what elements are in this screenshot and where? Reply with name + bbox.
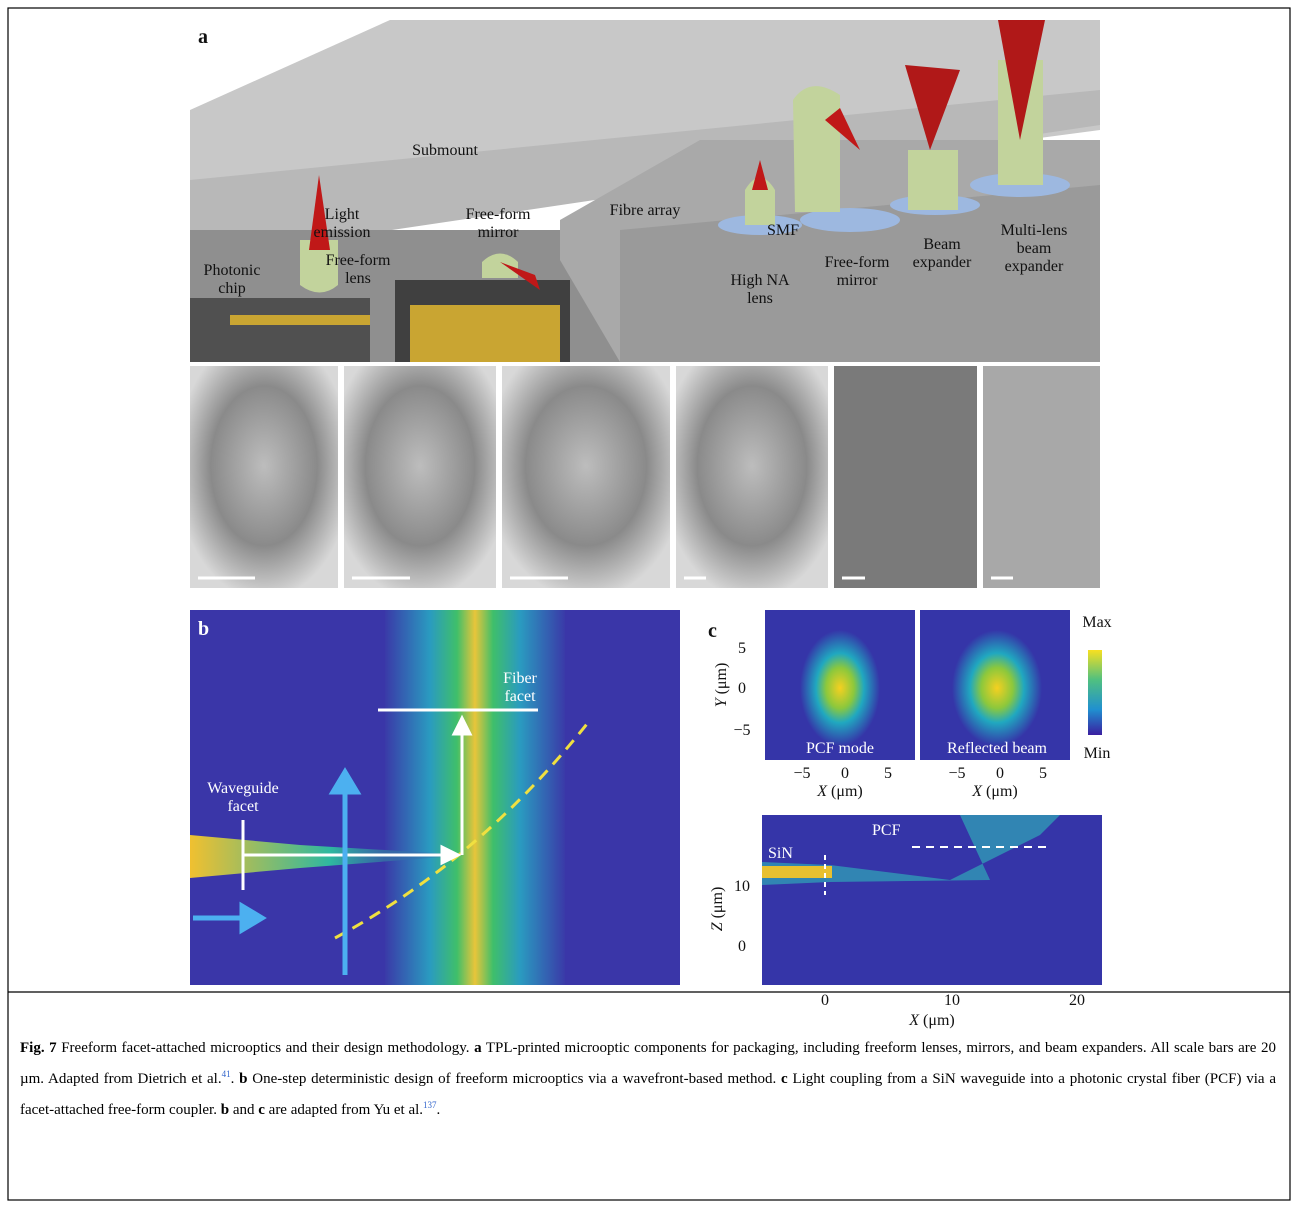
x-tick-label: −5 bbox=[793, 765, 810, 783]
caption-text: c bbox=[781, 1071, 788, 1087]
annotation: Waveguide bbox=[207, 780, 279, 798]
caption-text: . bbox=[231, 1071, 240, 1087]
callout: Fibre array bbox=[610, 202, 681, 220]
axis-variable: X bbox=[972, 783, 982, 800]
annotation: PCF bbox=[872, 822, 900, 840]
caption-text: c bbox=[258, 1102, 265, 1118]
y-tick-label: −5 bbox=[733, 722, 750, 740]
caption-text: . bbox=[437, 1102, 441, 1118]
y-tick-label: 0 bbox=[738, 680, 746, 698]
axis-unit: (μm) bbox=[709, 887, 726, 923]
callout: SMF bbox=[767, 222, 799, 240]
caption-text: are adapted from Yu et al. bbox=[265, 1102, 423, 1118]
callout: Light bbox=[325, 206, 360, 224]
inset-label: PCF mode bbox=[806, 740, 874, 758]
callout: mirror bbox=[837, 272, 878, 290]
x-tick-label: 0 bbox=[821, 992, 829, 1010]
callout: expander bbox=[913, 254, 972, 272]
axis-title: Y (μm) bbox=[713, 663, 731, 708]
annotation: facet bbox=[227, 798, 258, 816]
callout: mirror bbox=[478, 224, 519, 242]
x-tick-label: 5 bbox=[1039, 765, 1047, 783]
caption-text: b bbox=[221, 1102, 229, 1118]
figure: aSubmountLightemissionFree-formlensPhoto… bbox=[0, 0, 1295, 1222]
callout: beam bbox=[1017, 240, 1052, 258]
y-tick-label: 0 bbox=[738, 938, 746, 956]
callout: chip bbox=[218, 280, 246, 298]
axis-unit: (μm) bbox=[982, 783, 1018, 800]
x-tick-label: 0 bbox=[996, 765, 1004, 783]
callout: Free-form bbox=[825, 254, 890, 272]
axis-variable: Z bbox=[709, 922, 726, 931]
inset-label: Reflected beam bbox=[947, 740, 1047, 758]
axis-unit: (μm) bbox=[827, 783, 863, 800]
colorbar-label: Min bbox=[1084, 745, 1111, 763]
x-tick-label: 20 bbox=[1069, 992, 1085, 1010]
callout: lens bbox=[747, 290, 773, 308]
callout: Free-form bbox=[326, 252, 391, 270]
caption-text: and bbox=[229, 1102, 258, 1118]
axis-unit: (μm) bbox=[713, 663, 730, 699]
annotation: SiN bbox=[768, 845, 793, 863]
callout: Beam bbox=[923, 236, 960, 254]
x-tick-label: −5 bbox=[948, 765, 965, 783]
callout: High NA bbox=[730, 272, 789, 290]
colorbar-label: Max bbox=[1082, 614, 1111, 632]
caption-text: Freeform facet-attached microoptics and … bbox=[57, 1040, 474, 1056]
panel-label: a bbox=[198, 28, 208, 46]
callout: Submount bbox=[412, 142, 478, 160]
annotation: Fiber bbox=[503, 670, 537, 688]
panel-label: c bbox=[708, 622, 717, 640]
caption-text: a bbox=[474, 1040, 482, 1056]
callout: expander bbox=[1005, 258, 1064, 276]
caption-text: Fig. 7 bbox=[20, 1040, 57, 1056]
reference[interactable]: 41 bbox=[222, 1069, 231, 1079]
x-tick-label: 5 bbox=[884, 765, 892, 783]
y-tick-label: 5 bbox=[738, 640, 746, 658]
x-tick-label: 10 bbox=[944, 992, 960, 1010]
axis-title: X (μm) bbox=[817, 783, 862, 801]
callout: Photonic bbox=[204, 262, 261, 280]
callout: Multi-lens bbox=[1001, 222, 1068, 240]
axis-unit: (μm) bbox=[919, 1012, 955, 1029]
callout: Free-form bbox=[466, 206, 531, 224]
axis-title: Z (μm) bbox=[709, 887, 727, 932]
caption: Fig. 7 Freeform facet-attached microopti… bbox=[20, 1035, 1276, 1123]
callout: lens bbox=[345, 270, 371, 288]
x-tick-label: 0 bbox=[841, 765, 849, 783]
axis-title: X (μm) bbox=[909, 1012, 954, 1030]
callout: emission bbox=[314, 224, 371, 242]
panel-label: b bbox=[198, 620, 209, 638]
annotation: facet bbox=[504, 688, 535, 706]
axis-variable: X bbox=[909, 1012, 919, 1029]
y-tick-label: 10 bbox=[734, 878, 750, 896]
axis-title: X (μm) bbox=[972, 783, 1017, 801]
caption-text: One-step deterministic design of freefor… bbox=[247, 1071, 781, 1087]
axis-variable: X bbox=[817, 783, 827, 800]
axis-variable: Y bbox=[713, 698, 730, 707]
reference[interactable]: 137 bbox=[423, 1100, 437, 1110]
